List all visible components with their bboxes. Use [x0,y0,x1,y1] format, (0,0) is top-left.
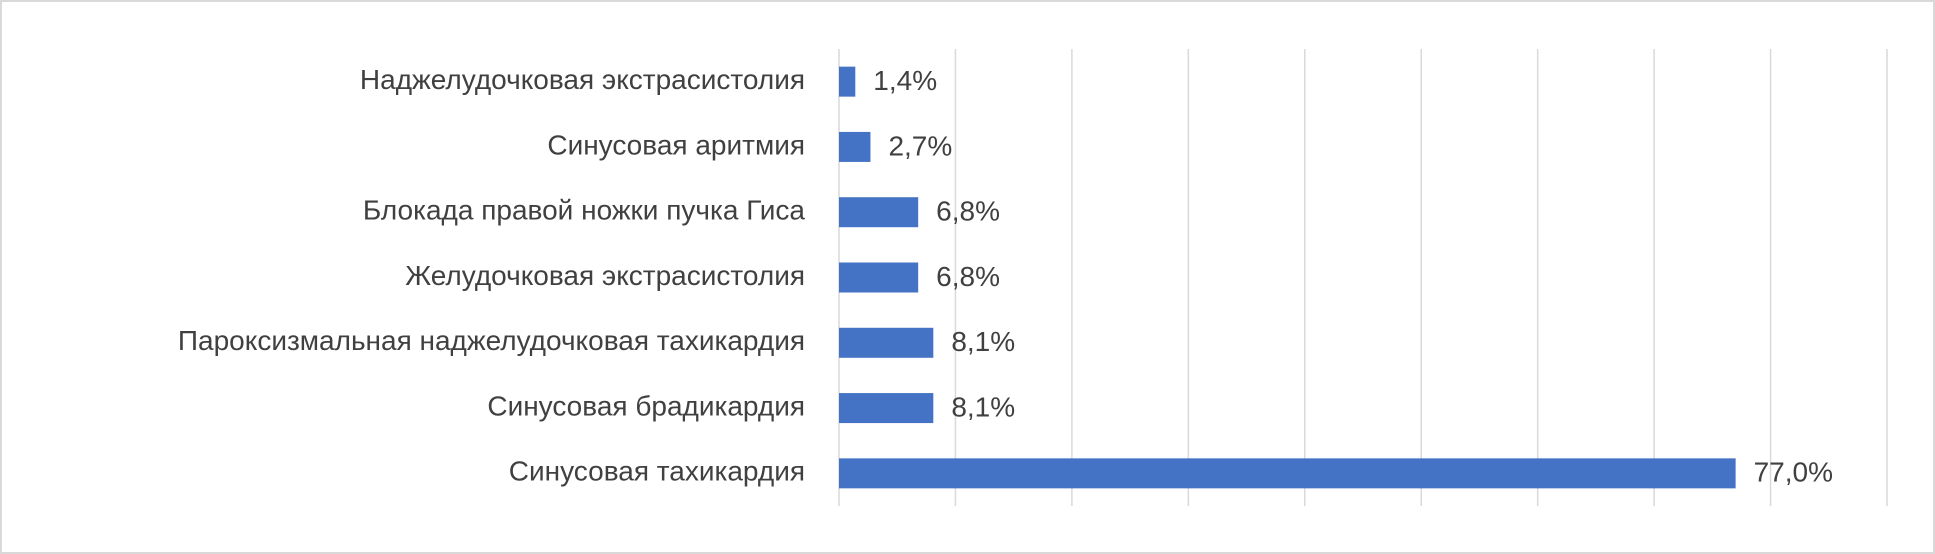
bar [839,393,934,424]
bar [839,131,871,162]
bar [839,262,919,293]
bar [839,197,919,228]
y-tick-label: Наджелудочковая экстрасистолия [360,64,805,95]
data-label: 6,8% [936,196,1000,227]
data-label: 8,1% [951,391,1015,422]
y-tick-label: Пароксизмальная наджелудочковая тахикард… [178,325,805,356]
data-label: 77,0% [1754,457,1833,488]
y-tick-label: Желудочковая экстрасистолия [405,260,805,291]
bar [839,66,856,97]
data-label: 2,7% [888,130,952,161]
y-tick-label: Синусовая аритмия [547,129,805,160]
bar [839,458,1736,489]
data-label: 8,1% [951,326,1015,357]
data-label: 6,8% [936,261,1000,292]
y-tick-label: Блокада правой ножки пучка Гиса [363,195,806,226]
y-tick-label: Синусовая тахикардия [509,456,805,487]
y-tick-label: Синусовая брадикардия [487,390,805,421]
data-label: 1,4% [873,65,937,96]
bar [839,327,934,358]
